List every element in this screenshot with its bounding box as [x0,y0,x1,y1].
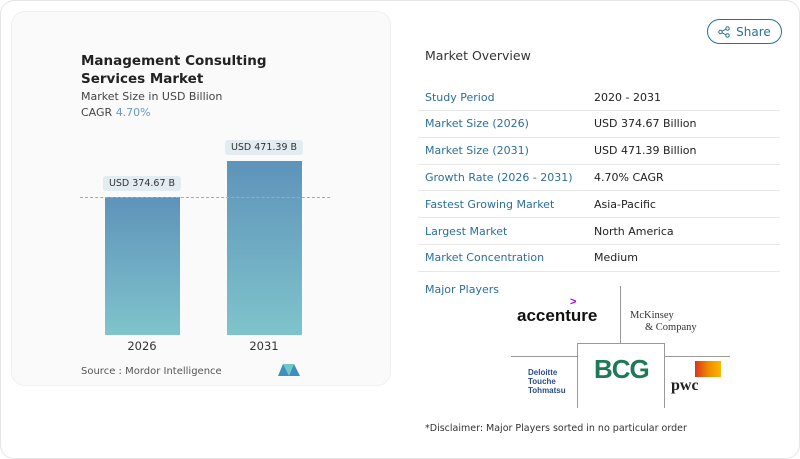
row-value: Medium [594,251,638,265]
row-label: Growth Rate (2026 - 2031) [425,170,573,184]
deloitte-logo: Deloitte Touche Tohmatsu [528,368,566,395]
major-players-title: Major Players [425,283,499,296]
mckinsey-logo: McKinsey & Company [630,310,697,333]
row-label: Market Concentration [425,251,545,265]
cagr: CAGR 4.70% [81,106,151,119]
overview-row: Study Period 2020 - 2031 [418,84,780,111]
bar-2031 [227,161,302,335]
pwc-logo-icon [695,361,721,377]
share-label: Share [736,24,771,39]
accenture-chevron-icon: > [570,296,577,308]
row-value: 4.70% CAGR [594,170,664,184]
data-label: USD 374.67 B [102,175,182,191]
row-value: USD 471.39 Billion [594,144,697,158]
pwc-logo: pwc [671,377,699,394]
row-label: Fastest Growing Market [425,197,555,211]
mordor-logo-icon [278,364,300,376]
row-value: North America [594,224,674,238]
overview-row: Growth Rate (2026 - 2031) 4.70% CAGR [418,164,780,192]
disclaimer: *Disclaimer: Major Players sorted in no … [425,423,687,434]
overview-row: Largest Market North America [418,218,780,245]
accenture-logo: accenture [517,306,598,325]
share-button[interactable]: Share [707,19,782,44]
overview-row: Market Size (2031) USD 471.39 Billion [418,138,780,165]
chart-subtitle: Market Size in USD Billion [81,90,223,103]
share-icon [718,25,730,38]
row-value: Asia-Pacific [594,197,656,211]
source: Source : Mordor Intelligence [81,366,222,377]
overview-row: Market Concentration Medium [418,245,780,272]
reference-line [80,197,330,198]
bcg-logo: BCG [594,354,650,384]
data-label: USD 471.39 B [224,140,304,155]
overview-row: Market Size (2026) USD 374.67 Billion [418,111,780,138]
row-value: USD 374.67 Billion [594,117,697,131]
cagr-value: 4.70% [115,106,151,119]
row-label: Study Period [425,90,495,104]
row-value: 2020 - 2031 [594,90,661,104]
row-label: Largest Market [425,224,508,238]
overview-row: Fastest Growing Market Asia-Pacific [418,191,780,219]
x-tick-label: 2031 [249,339,279,353]
chart-card [11,11,391,386]
chart-title: Management Consulting Services Market [81,53,267,87]
cagr-label: CAGR [81,106,113,119]
x-tick-label: 2026 [127,339,157,353]
bar-2026 [105,196,180,335]
row-label: Market Size (2026) [425,117,529,131]
overview-title: Market Overview [425,48,531,63]
row-label: Market Size (2031) [425,144,529,158]
